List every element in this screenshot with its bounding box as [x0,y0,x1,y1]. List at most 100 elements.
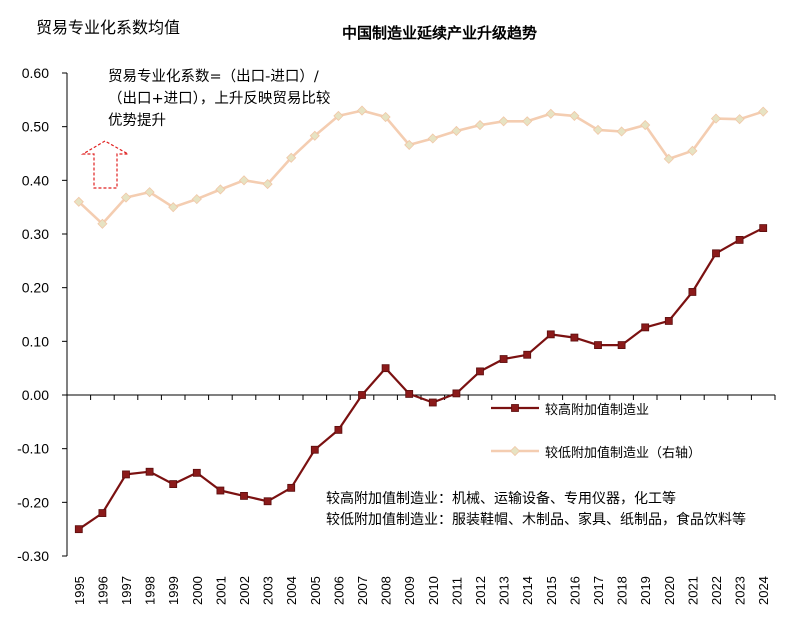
data-point [545,108,556,119]
y-tick-label: 0.30 [22,226,49,242]
x-tick-label: 1996 [95,576,110,605]
data-point [616,126,627,137]
x-tick-label: 2012 [473,576,488,605]
data-point [287,483,296,492]
y-tick-label: -0.20 [17,494,49,510]
data-point [664,317,673,325]
y-tick-label: 0.10 [22,333,49,349]
x-tick-label: 2018 [615,576,630,605]
data-point [617,341,626,349]
y-tick-label: 0.60 [22,65,49,81]
data-point [522,116,533,127]
x-tick-label: 2015 [544,576,559,605]
formula-annotation: 贸易专业化系数=（出口-进口）/（出口+进口），上升反映贸易比较优势提升 [108,69,331,129]
x-tick-label: 2020 [662,576,677,605]
data-point [640,119,651,131]
x-tick-label: 2004 [284,576,299,605]
x-tick-label: 2007 [355,576,370,605]
x-tick-label: 1995 [72,576,87,605]
data-point [405,390,414,398]
data-point [476,367,484,376]
data-point [98,509,107,517]
data-point [427,133,438,144]
legend-markers [491,404,539,457]
x-tick-label: 2002 [237,576,252,605]
data-point [310,445,319,454]
data-point [358,391,366,399]
note-low-value-added: 较低附加值制造业：服装鞋帽、木制品、家具、纸制品，食品饮料等 [326,512,746,528]
data-point [263,497,272,506]
x-tick-label: 2022 [709,576,724,605]
y-tick-label: 0.20 [22,280,49,296]
data-point [735,236,744,244]
data-point [546,330,555,339]
legend-label-high: 较高附加值制造业 [545,403,650,418]
data-point [262,179,273,190]
data-point [570,333,579,342]
data-point [710,113,722,124]
dashed-up-arrow-icon [80,140,131,189]
data-point [122,470,130,479]
data-point [663,153,674,164]
data-point [333,110,344,121]
y-tick-label: 0.00 [22,387,49,403]
data-point [286,152,297,163]
x-tick-label: 1997 [119,576,134,605]
data-point [404,139,415,150]
x-tick-label: 2021 [685,576,700,605]
data-point [191,194,202,205]
x-tick-label: 2005 [308,576,323,605]
data-point [334,425,343,434]
series-line [77,109,764,226]
x-tick-label: 2013 [497,576,512,605]
data-point [594,341,602,349]
data-point [474,119,486,131]
data-point [569,110,580,121]
data-point [758,106,769,117]
data-point [734,114,745,125]
axes: -0.30 -0.20 -0.10 0.00 0.10 0.20 0.30 0.40 0.50 0… [17,65,776,605]
x-tick-label: 2003 [261,576,276,605]
x-tick-label: 2019 [638,576,653,605]
data-point [192,468,201,477]
x-tick-label: 2017 [591,576,606,605]
chart-title: 中国制造业延续产业升级趋势 [342,24,538,42]
x-tick-label: 1999 [166,576,181,605]
data-point [523,350,532,359]
data-point [309,130,320,141]
data-point [428,398,437,407]
series-high-value-added [74,224,768,534]
y-axis-title: 贸易专业化系数均值 [36,18,181,37]
x-tick-label: 2008 [379,576,394,605]
x-tick-label: 2010 [426,576,441,605]
data-point [452,389,461,398]
data-point [240,491,248,500]
data-point [238,175,250,186]
data-point [759,224,768,232]
x-tick-label: 1998 [143,576,158,605]
x-tick-label: 2011 [449,577,464,605]
data-point [592,124,604,135]
legend-marker-low [509,445,521,457]
data-point [451,125,462,137]
x-tick-label: 2006 [331,576,346,605]
data-point [641,323,650,332]
x-tick-label: 2001 [213,576,228,605]
x-tick-label: 2014 [520,576,535,605]
series-line [78,227,764,531]
data-point [216,486,225,495]
x-tick-label: 2009 [402,576,417,605]
y-tick-label: -0.10 [17,441,49,457]
data-point [120,192,132,203]
data-point [215,184,226,195]
data-point [356,105,368,116]
data-point [73,196,84,207]
y-tick-label: -0.30 [17,548,49,564]
y-tick-label: 0.40 [22,172,49,188]
data-point [712,249,720,258]
note-high-value-added: 较高附加值制造业：机械、运输设备、专用仪器，化工等 [326,491,676,507]
x-tick-label: 2023 [733,576,748,605]
data-point [499,355,508,363]
x-tick-label: 2000 [190,576,205,605]
